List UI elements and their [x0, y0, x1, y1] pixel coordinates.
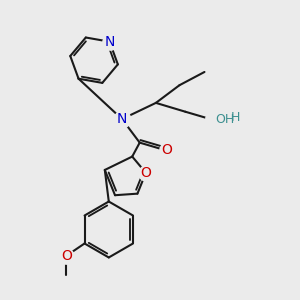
Text: N: N [104, 35, 115, 49]
Text: O: O [140, 166, 151, 180]
Text: O: O [61, 249, 72, 263]
Text: O: O [161, 143, 172, 157]
Text: H: H [231, 111, 240, 124]
Text: OH: OH [215, 112, 234, 126]
Text: N: N [117, 112, 127, 126]
